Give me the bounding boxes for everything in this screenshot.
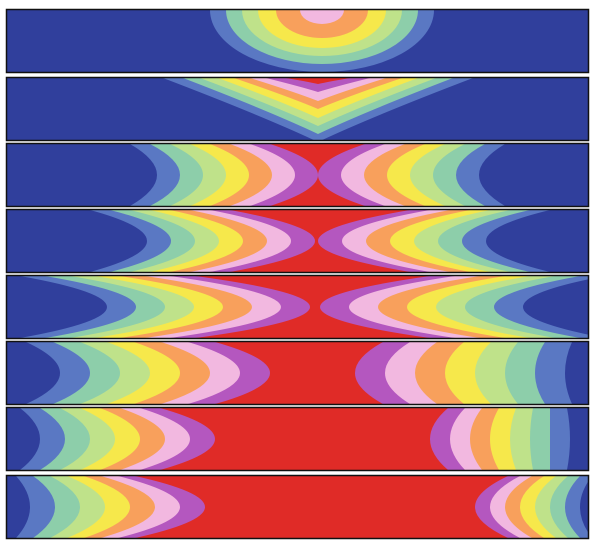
panel-frame bbox=[5, 474, 590, 540]
contour-band bbox=[580, 481, 588, 533]
contour-band bbox=[565, 342, 588, 404]
contour-band bbox=[286, 78, 350, 84]
contour-band bbox=[479, 144, 588, 206]
contour-band bbox=[7, 476, 30, 538]
contour-band bbox=[523, 279, 588, 335]
panel-frame bbox=[5, 340, 590, 406]
panel-frame bbox=[5, 208, 590, 274]
contour-band bbox=[300, 10, 344, 24]
contour-band bbox=[565, 476, 588, 538]
panel-frame bbox=[5, 274, 590, 340]
contour-panel bbox=[7, 276, 588, 338]
contour-band bbox=[7, 342, 60, 404]
panel-frame bbox=[5, 406, 590, 472]
contour-band bbox=[266, 78, 370, 92]
contour-panel bbox=[7, 408, 588, 470]
contour-band bbox=[567, 408, 588, 470]
contour-panel bbox=[7, 10, 588, 72]
contour-band bbox=[7, 408, 40, 470]
contour-panel bbox=[7, 144, 588, 206]
contour-panel bbox=[7, 476, 588, 538]
panel-frame bbox=[5, 76, 590, 142]
panel-frame bbox=[5, 8, 590, 74]
contour-band bbox=[7, 210, 147, 272]
contour-band bbox=[486, 210, 588, 272]
contour-panel bbox=[7, 342, 588, 404]
contour-panel bbox=[7, 210, 588, 272]
panel-frame bbox=[5, 142, 590, 208]
contour-panel bbox=[7, 78, 588, 140]
contour-band bbox=[7, 144, 157, 206]
contour-band bbox=[7, 276, 107, 338]
